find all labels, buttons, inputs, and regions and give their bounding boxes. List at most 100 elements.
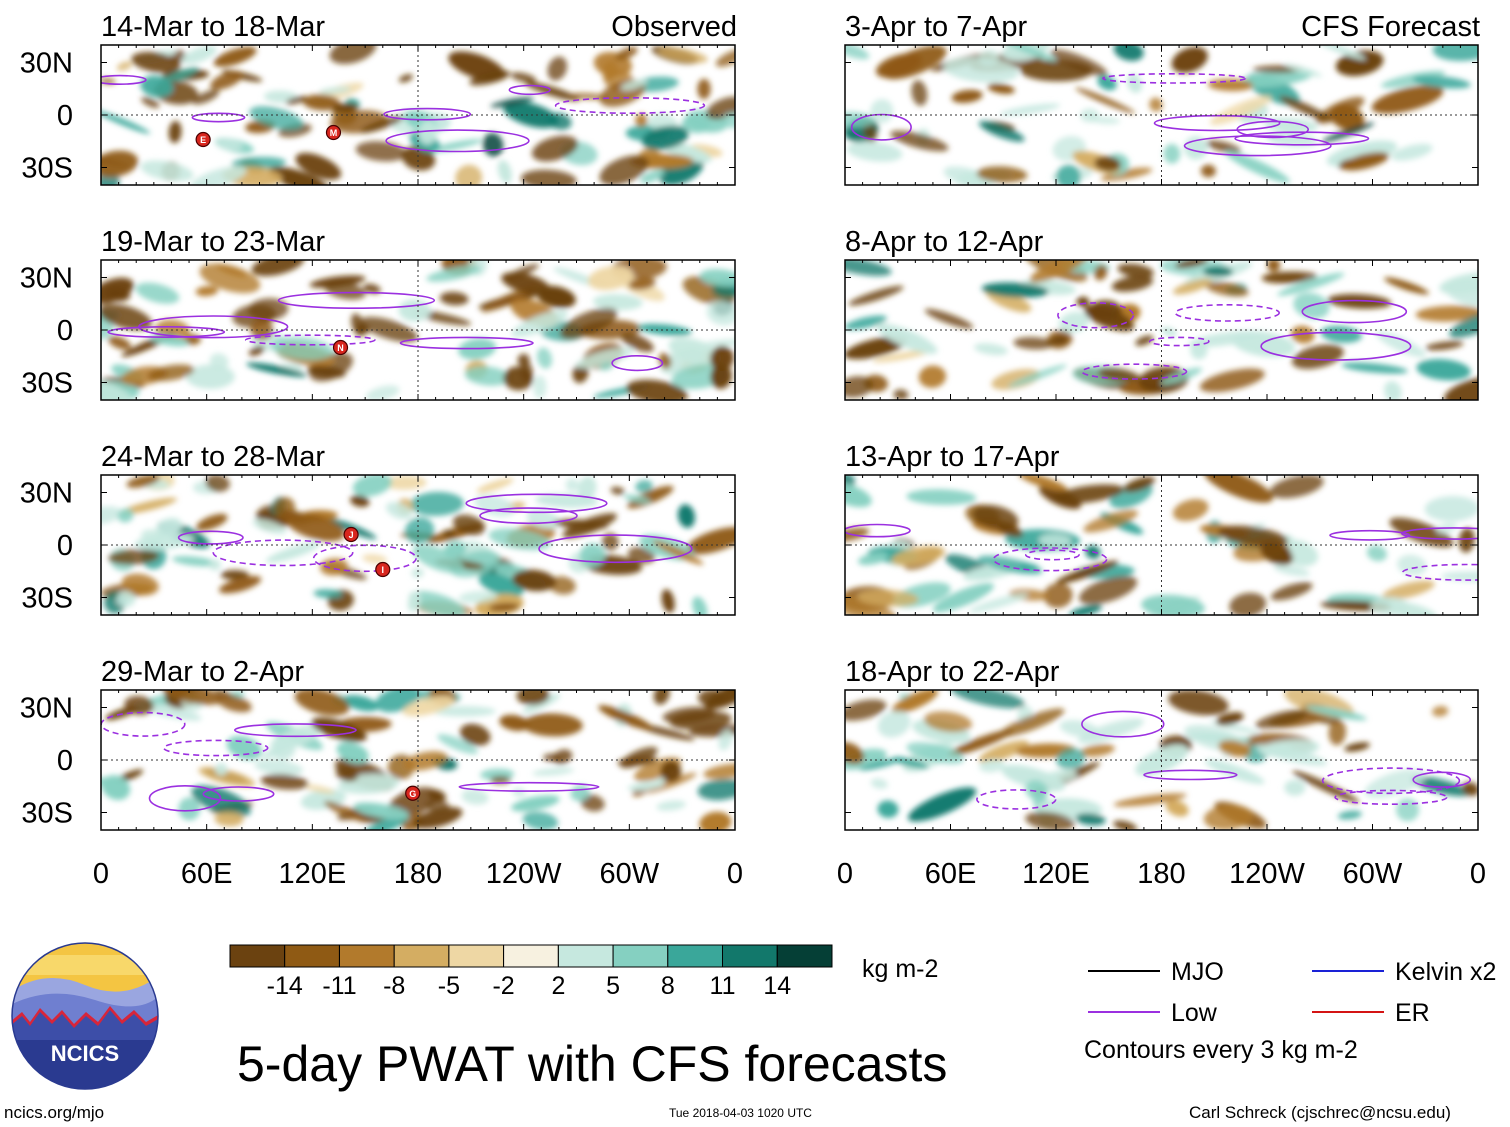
contour-line: [1329, 529, 1411, 541]
anomaly-blob: [526, 509, 560, 530]
anomaly-blob: [662, 706, 716, 724]
anomaly-blob: [943, 166, 993, 185]
anomaly-blob: [458, 590, 498, 604]
anomaly-blob: [710, 363, 732, 389]
panel-title: 14-Mar to 18-Mar: [101, 11, 325, 43]
anomaly-blob: [1270, 582, 1313, 601]
x-tick-label: 0: [727, 858, 743, 890]
anomaly-blob: [577, 476, 597, 500]
anomaly-blob: [1111, 275, 1154, 292]
anomaly-blob: [186, 364, 235, 389]
anomaly-blob: [1382, 580, 1435, 600]
contour-line: [107, 325, 226, 338]
contour-line: [399, 336, 534, 350]
anomaly-blob: [1001, 764, 1065, 792]
anomaly-blob: [1202, 266, 1234, 277]
anomaly-blob: [1415, 305, 1478, 322]
colorbar-tick: -8: [383, 972, 405, 1000]
panel-ticks: [100, 260, 736, 400]
anomaly-blob: [979, 759, 1005, 773]
contour-line: [479, 507, 578, 525]
y-tick-label: 30S: [21, 583, 73, 615]
anomaly-blob: [1025, 811, 1075, 830]
anomaly-blob: [987, 83, 1015, 94]
anomaly-blob: [602, 60, 618, 82]
anomaly-blob: [623, 494, 651, 504]
x-tick-label: 120E: [1022, 858, 1090, 890]
legend: MJO Kelvin x2 Low ER: [1088, 958, 1496, 1027]
anomaly-blob: [1123, 476, 1155, 493]
pwat-anomaly-field: [101, 690, 735, 830]
anomaly-blob: [1117, 263, 1154, 278]
anomaly-blob: [442, 529, 456, 537]
anomaly-blob: [1203, 475, 1274, 503]
anomaly-blob: [1376, 331, 1426, 358]
colorbar-tick: -5: [438, 972, 460, 1000]
anomaly-blob: [845, 336, 908, 360]
anomaly-blob: [697, 78, 711, 100]
panel-ticks: [100, 690, 736, 830]
anomaly-blob: [536, 347, 553, 369]
anomaly-blob: [383, 475, 427, 490]
anomaly-blob: [872, 350, 931, 363]
x-tick-label: 120W: [1229, 858, 1305, 890]
anomaly-blob: [1314, 45, 1366, 60]
x-tick-label: 0: [1470, 858, 1486, 890]
anomaly-blob: [210, 70, 244, 90]
anomaly-blob: [428, 789, 446, 802]
anomaly-blob: [522, 811, 559, 830]
anomaly-blob: [619, 746, 658, 769]
contour-line: [233, 723, 357, 738]
x-tick-label: 0: [93, 858, 109, 890]
anomaly-blob: [360, 116, 404, 134]
anomaly-blob: [1018, 475, 1068, 491]
anomaly-blob: [246, 362, 307, 377]
anomaly-blob: [490, 776, 511, 784]
anomaly-blob: [572, 363, 589, 384]
contour-line: [1234, 131, 1370, 146]
anomaly-blob: [336, 741, 369, 764]
colorbar-bin: [229, 944, 286, 968]
anomaly-blob: [565, 478, 579, 492]
panel-0-1: N 19-Mar to 23-Mar: [100, 226, 736, 401]
panel-0-0: E M 14-Mar to 18-Mar Observed: [100, 11, 737, 186]
y-tick-label: 30S: [21, 153, 73, 185]
panel-1-3: 18-Apr to 22-Apr: [844, 656, 1479, 831]
anomaly-blob: [1075, 87, 1136, 114]
y-tick-label: 30N: [20, 263, 73, 295]
anomaly-blob: [1328, 719, 1347, 746]
anomaly-blob: [285, 512, 345, 542]
anomaly-blob: [1412, 75, 1471, 89]
site-link[interactable]: ncics.org/mjo: [4, 1103, 104, 1122]
x-tick-label: 0: [837, 858, 853, 890]
anomaly-blob: [461, 789, 489, 805]
anomaly-blob: [846, 141, 903, 162]
anomaly-blob: [459, 723, 491, 746]
colorbar-tick: -11: [322, 972, 356, 1000]
anomaly-blob: [1168, 690, 1229, 716]
anomaly-blob: [302, 94, 341, 111]
anomaly-blob: [1113, 820, 1138, 830]
anomaly-blob: [845, 699, 887, 721]
anomaly-blob: [1171, 46, 1208, 73]
panel-grid: E M 14-Mar to 18-Mar Observed N 19-Mar to 23-…: [100, 11, 1480, 831]
anomaly-blob: [1172, 278, 1212, 295]
anomaly-blob: [1277, 272, 1345, 296]
anomaly-blob: [512, 569, 556, 592]
contour-line: [845, 523, 911, 538]
contour-line: [202, 786, 275, 802]
anomaly-blob: [877, 800, 899, 818]
anomaly-blob: [1441, 571, 1478, 582]
anomaly-blob: [216, 694, 252, 713]
anomaly-blob: [533, 375, 547, 399]
anomaly-blob: [439, 291, 469, 306]
anomaly-blob: [969, 593, 1029, 613]
y-tick-label: 0: [57, 100, 73, 132]
anomaly-blob: [226, 735, 262, 760]
anomaly-blob: [307, 365, 346, 378]
anomaly-blob: [991, 369, 1041, 390]
panel-title: 13-Apr to 17-Apr: [845, 441, 1060, 473]
anomaly-blob: [1207, 78, 1254, 92]
anomaly-blob: [313, 589, 343, 599]
